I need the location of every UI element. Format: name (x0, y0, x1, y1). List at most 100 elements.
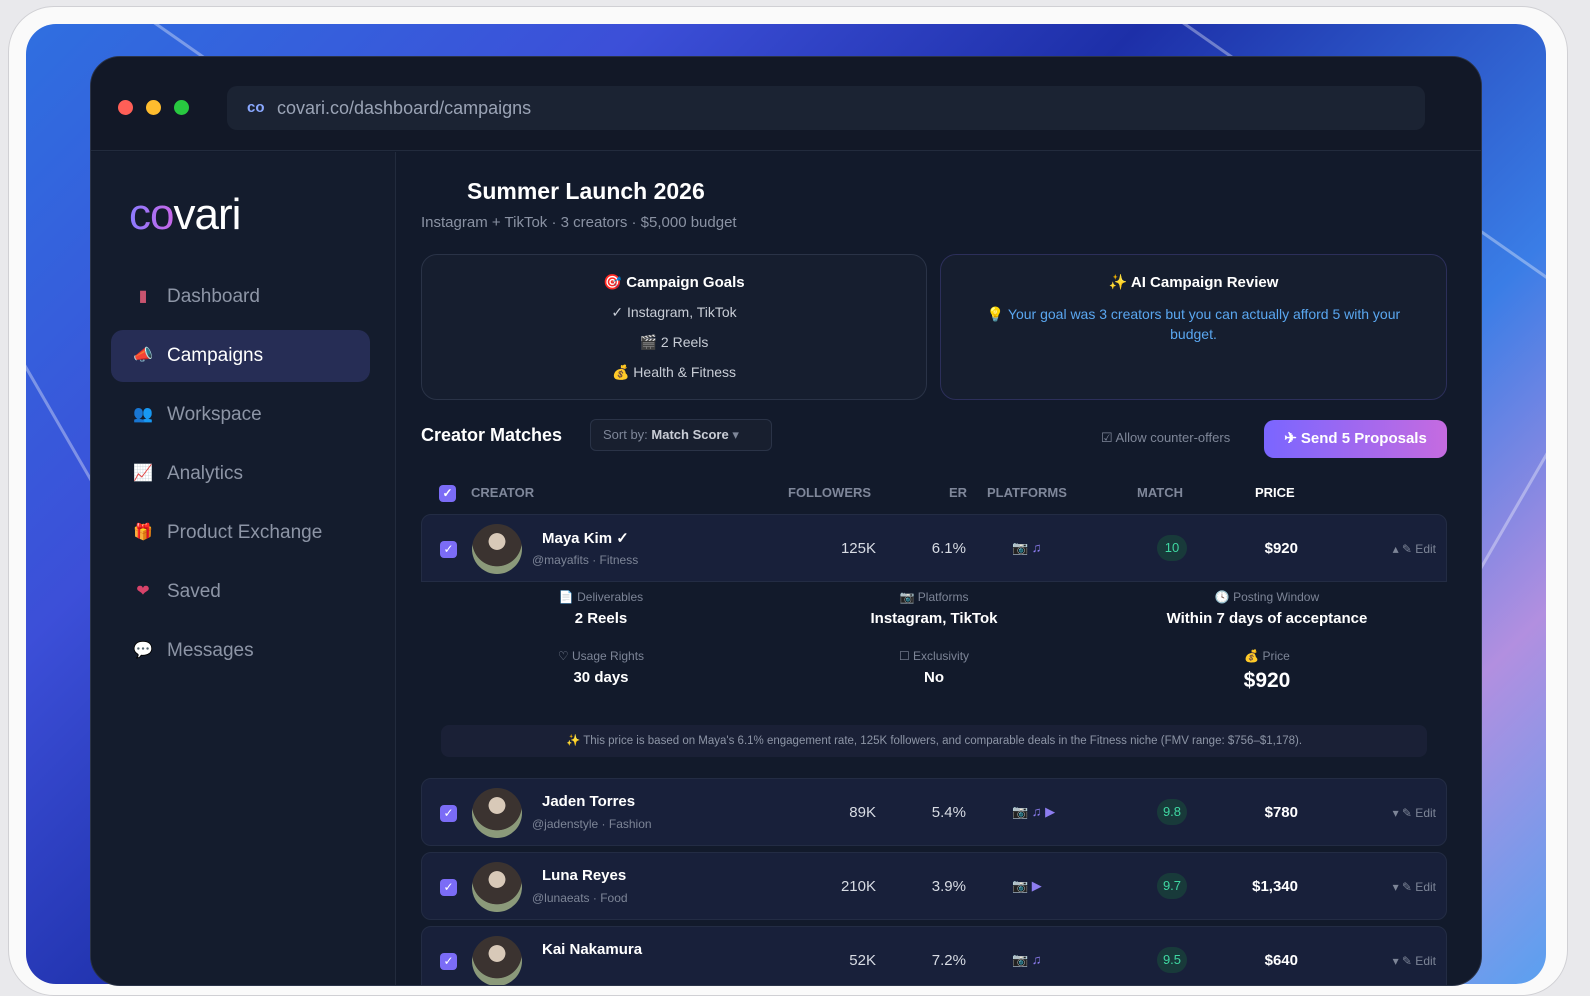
col-platforms: PLATFORMS (987, 485, 1067, 500)
col-followers[interactable]: FOLLOWERS (788, 485, 872, 500)
close-window-button[interactable] (118, 100, 133, 115)
followers: 210K (840, 878, 876, 895)
followers: 89K (849, 804, 876, 821)
engagement-rate: 5.4% (931, 804, 966, 821)
url-text: covari.co/dashboard/campaigns (277, 98, 532, 118)
engagement-rate: 3.9% (931, 878, 966, 895)
creator-name[interactable]: Luna Reyes (542, 867, 627, 884)
people-icon: 👥 (133, 406, 153, 423)
avatar (472, 788, 522, 838)
row-checkbox[interactable]: ✓ (440, 953, 457, 970)
covari-logo[interactable]: covari (129, 190, 241, 239)
creator-handle: @lunaeats · Food (532, 891, 628, 905)
sidebar-item-analytics[interactable]: 📈 Analytics (111, 448, 370, 500)
goal-niche: 💰 Health & Fitness (611, 364, 737, 380)
exclusivity-label: ☐ Exclusivity (898, 649, 970, 663)
edit-button[interactable]: ▾ ✎ Edit (1392, 806, 1436, 820)
sidebar-item-label: Campaigns (167, 345, 264, 366)
trend-chart-icon: 📈 (133, 465, 153, 482)
price: $920 (1264, 540, 1298, 557)
goal-platforms: ✓ Instagram, TikTok (611, 304, 737, 320)
sidebar-item-messages[interactable]: 💬 Messages (111, 625, 370, 677)
avatar (472, 936, 522, 985)
price: $1,340 (1252, 878, 1298, 895)
avatar (472, 862, 522, 912)
sidebar-item-campaigns[interactable]: 📣 Campaigns (111, 330, 370, 382)
col-match[interactable]: MATCH (1137, 485, 1183, 500)
edit-button[interactable]: ▾ ✎ Edit (1392, 954, 1436, 968)
platforms-label: 📷 Platforms (899, 590, 969, 604)
favicon: co (247, 99, 265, 116)
posting-window-label: 🕓 Posting Window (1214, 590, 1320, 604)
allow-counter-offers-checkbox[interactable]: ☑ Allow counter-offers (1101, 430, 1231, 445)
platform-icons: 📷 ♫ (1012, 540, 1042, 555)
goals-title: 🎯 Campaign Goals (603, 274, 745, 291)
followers: 52K (849, 952, 876, 969)
sidebar-item-label: Saved (167, 581, 221, 602)
ai-review-title: ✨ AI Campaign Review (1108, 274, 1279, 291)
creator-matches-title: Creator Matches (421, 425, 563, 445)
engagement-rate: 6.1% (931, 540, 966, 557)
edit-button[interactable]: ▴ ✎ Edit (1392, 542, 1436, 556)
sidebar-item-product-exchange[interactable]: 🎁 Product Exchange (111, 507, 370, 559)
avatar (472, 524, 522, 574)
price: $780 (1264, 804, 1298, 821)
platform-icons: 📷 ▶ (1012, 878, 1042, 893)
maximize-window-button[interactable] (174, 100, 189, 115)
match-score-badge: 9.7 (1157, 873, 1187, 899)
minimize-window-button[interactable] (146, 100, 161, 115)
creator-name[interactable]: Maya Kim ✓ (542, 530, 629, 547)
table-header: ✓ CREATOR FOLLOWERS ER PLATFORMS MATCH P… (421, 477, 1447, 511)
creator-handle: @jadenstyle · Fashion (532, 817, 652, 831)
sidebar-item-label: Analytics (167, 463, 244, 484)
sidebar-item-dashboard[interactable]: ▮ Dashboard (111, 271, 370, 323)
row-checkbox[interactable]: ✓ (440, 805, 457, 822)
send-proposals-button[interactable]: ✈ Send 5 Proposals (1264, 420, 1447, 458)
creator-row[interactable]: ✓ Luna Reyes @lunaeats · Food 210K 3.9% … (421, 852, 1447, 920)
usage-rights-label: ♡ Usage Rights (557, 649, 645, 663)
col-er[interactable]: ER (949, 485, 968, 500)
platform-icons: 📷 ♫ (1012, 952, 1042, 967)
deliverables-value: 2 Reels (574, 610, 628, 627)
match-score-badge: 10 (1157, 535, 1187, 561)
price: $640 (1264, 952, 1298, 969)
engagement-rate: 7.2% (931, 952, 966, 969)
col-price[interactable]: PRICE (1255, 485, 1295, 500)
sidebar-item-label: Workspace (167, 404, 262, 425)
campaign-goals-card: 🎯 Campaign Goals ✓ Instagram, TikTok 🎬 2… (421, 254, 927, 400)
edit-button[interactable]: ▾ ✎ Edit (1392, 880, 1436, 894)
creator-name[interactable]: Kai Nakamura (542, 941, 643, 958)
creator-row[interactable]: ✓ Jaden Torres @jadenstyle · Fashion 89K… (421, 778, 1447, 846)
creator-handle: @mayafits · Fitness (532, 553, 639, 567)
match-score-badge: 9.5 (1157, 947, 1187, 973)
expanded-details: 📄 Deliverables 2 Reels 📷 Platforms Instagr… (421, 585, 1447, 771)
deliverables-label: 📄 Deliverables (558, 590, 644, 604)
col-creator: CREATOR (471, 485, 535, 500)
sidebar: covari ▮ Dashboard 📣 Campaigns 👥 Workspace 📈 An… (91, 152, 396, 985)
bar-chart-icon: ▮ (138, 288, 148, 305)
sidebar-item-label: Dashboard (167, 286, 260, 307)
match-score-badge: 9.8 (1157, 799, 1187, 825)
row-checkbox[interactable]: ✓ (440, 879, 457, 896)
creator-row[interactable]: ✓ Maya Kim ✓ @mayafits · Fitness 125K 6.… (421, 514, 1447, 582)
goal-deliverables: 🎬 2 Reels (639, 334, 709, 350)
sort-dropdown[interactable]: Sort by: Match Score ▾ (590, 419, 772, 451)
sidebar-item-saved[interactable]: ❤ Saved (111, 566, 370, 618)
row-checkbox[interactable]: ✓ (440, 541, 457, 558)
select-all-checkbox[interactable]: ✓ (439, 485, 456, 502)
platform-icons: 📷 ♫ ▶ (1012, 804, 1056, 819)
sidebar-item-workspace[interactable]: 👥 Workspace (111, 389, 370, 441)
address-bar[interactable]: co covari.co/dashboard/campaigns (227, 86, 1425, 130)
price-label: 💰 Price (1244, 649, 1290, 663)
ai-review-text: 💡 Your goal was 3 creators but you can a… (986, 306, 1401, 342)
sidebar-item-label: Product Exchange (167, 522, 323, 543)
sidebar-item-label: Messages (167, 640, 254, 661)
chevron-down-icon: ▾ (732, 427, 739, 442)
price-value: $920 (1243, 669, 1291, 692)
usage-rights-value: 30 days (573, 669, 629, 686)
creator-row[interactable]: ✓ Kai Nakamura 52K 7.2% 📷 ♫ 9.5 $640 ▾ ✎… (421, 926, 1447, 985)
campaign-summary: Instagram + TikTok · 3 creators · $5,000… (421, 214, 737, 231)
page-title: Summer Launch 2026 (467, 178, 705, 204)
megaphone-icon: 📣 (133, 347, 153, 364)
creator-name[interactable]: Jaden Torres (542, 793, 636, 810)
